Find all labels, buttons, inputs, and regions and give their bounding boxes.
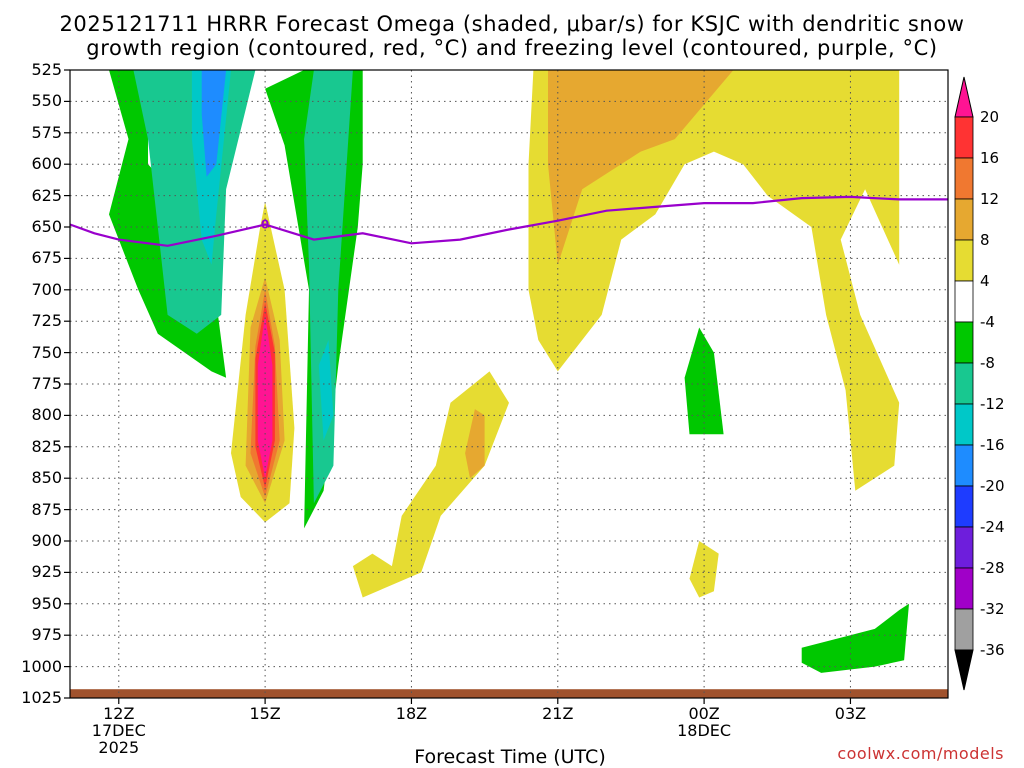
y-tick-label: 800 — [31, 405, 62, 425]
ground-surface — [70, 689, 948, 698]
omega-region-ascent-5 — [801, 603, 909, 673]
omega-region-descent-3b — [465, 409, 485, 479]
omega-region-descent-2 — [528, 70, 900, 491]
y-tick-label: 550 — [31, 91, 62, 111]
x-tick-label-line: 12Z — [103, 704, 135, 723]
omega-region-descent-2b — [548, 70, 734, 265]
x-tick-label-12Z: 12Z 17DEC 2025 — [79, 705, 159, 756]
colorbar-max-arrow — [954, 76, 974, 118]
y-tick-label: 750 — [31, 342, 62, 362]
colorbar-bin--24to-20 — [954, 485, 974, 528]
y-tick-label: 775 — [31, 374, 62, 393]
y-tick-label: 600 — [31, 154, 62, 174]
y-tick-label: 975 — [31, 625, 62, 645]
colorbar-bin--36to-32 — [954, 608, 974, 651]
x-tick-label-line: 18DEC — [677, 721, 732, 740]
colorbar-label: 12 — [980, 190, 1000, 208]
colorbar — [954, 76, 974, 691]
y-tick-label: 950 — [31, 593, 62, 613]
site-credit[interactable]: coolwx.com/models — [837, 744, 1004, 763]
colorbar-label: -32 — [980, 600, 1005, 618]
y-tick-label: 850 — [31, 468, 62, 488]
x-tick-label-line: 2025 — [98, 738, 140, 757]
y-tick-label: 625 — [31, 185, 62, 205]
colorbar-bin-12to16 — [954, 157, 974, 200]
colorbar-min-arrow — [954, 649, 974, 691]
omega-region-ascent-1d — [201, 70, 227, 177]
colorbar-bin--32to-28 — [954, 567, 974, 610]
colorbar-bin--20to-16 — [954, 444, 974, 487]
x-tick-label-line: 00Z — [688, 704, 720, 723]
x-tick-label-line: 17DEC — [91, 721, 146, 740]
y-tick-label: 875 — [31, 499, 62, 519]
y-tick-label: 1025 — [21, 688, 62, 707]
colorbar-label: 8 — [980, 231, 990, 249]
omega-region-ascent-2b — [304, 70, 353, 504]
x-tick-label-line: 15Z — [249, 704, 281, 723]
colorbar-label: -12 — [980, 395, 1005, 413]
y-tick-label: 1000 — [21, 656, 62, 676]
colorbar-bin-8to12 — [954, 198, 974, 241]
x-tick-label-15Z: 15Z — [225, 705, 305, 722]
x-tick-label-line: 03Z — [834, 704, 867, 723]
y-tick-label: 575 — [31, 122, 62, 142]
x-tick-label-03Z: 03Z — [810, 705, 890, 722]
surface-terrain — [70, 689, 948, 698]
colorbar-bin--4to4 — [954, 280, 974, 323]
x-tick-label-line: 21Z — [542, 704, 574, 723]
colorbar-label: -8 — [980, 354, 995, 372]
colorbar-label: 4 — [980, 272, 990, 290]
chart-title-line-1: 2025121711 HRRR Forecast Omega (shaded, … — [59, 12, 965, 36]
colorbar-bin--12to-8 — [954, 362, 974, 405]
x-tick-label-18Z: 18Z — [371, 705, 451, 722]
y-tick-label: 650 — [31, 217, 62, 236]
x-axis-title: Forecast Time (UTC) — [414, 746, 606, 768]
x-tick-label-00Z: 00Z 18DEC — [664, 705, 744, 739]
x-tick-label-line: 18Z — [395, 704, 428, 723]
x-tick-label-21Z: 21Z — [518, 705, 598, 722]
colorbar-bin-4to8 — [954, 239, 974, 282]
omega-shading — [109, 70, 909, 673]
colorbar-label: -36 — [980, 641, 1005, 659]
colorbar-label: -4 — [980, 313, 995, 331]
colorbar-label: -16 — [980, 436, 1005, 454]
colorbar-label: 20 — [980, 108, 1000, 126]
colorbar-bin--8to-4 — [954, 321, 974, 364]
y-tick-label: 675 — [31, 248, 62, 268]
colorbar-bin--16to-12 — [954, 403, 974, 446]
y-tick-label: 825 — [31, 436, 62, 456]
freezing-level-label: 0 — [261, 217, 269, 231]
freezing-level-line: 0 — [70, 195, 948, 247]
y-tick-label: 525 — [31, 60, 62, 79]
omega-region-descent-4 — [689, 541, 719, 598]
y-tick-label: 725 — [31, 311, 62, 331]
y-tick-label: 900 — [31, 531, 62, 550]
omega-region-descent-3 — [352, 371, 509, 598]
colorbar-label: -24 — [980, 518, 1005, 536]
omega-region-ascent-1b — [133, 70, 256, 334]
chart-title-line-2: growth region (contoured, red, °C) and f… — [86, 36, 938, 60]
grid-lines — [70, 69, 948, 699]
colorbar-label: -28 — [980, 559, 1005, 577]
colorbar-bin-16to20 — [954, 116, 974, 159]
omega-region-ascent-4 — [684, 327, 724, 435]
colorbar-label: 16 — [980, 149, 1000, 167]
y-tick-label: 700 — [31, 279, 62, 299]
colorbar-bin--28to-24 — [954, 526, 974, 569]
axis-tick-marks — [64, 69, 852, 704]
freezing-level-contour — [70, 195, 948, 247]
y-tick-label: 925 — [31, 562, 62, 582]
colorbar-label: -20 — [980, 477, 1005, 495]
omega-region-descent-1e — [257, 314, 273, 479]
